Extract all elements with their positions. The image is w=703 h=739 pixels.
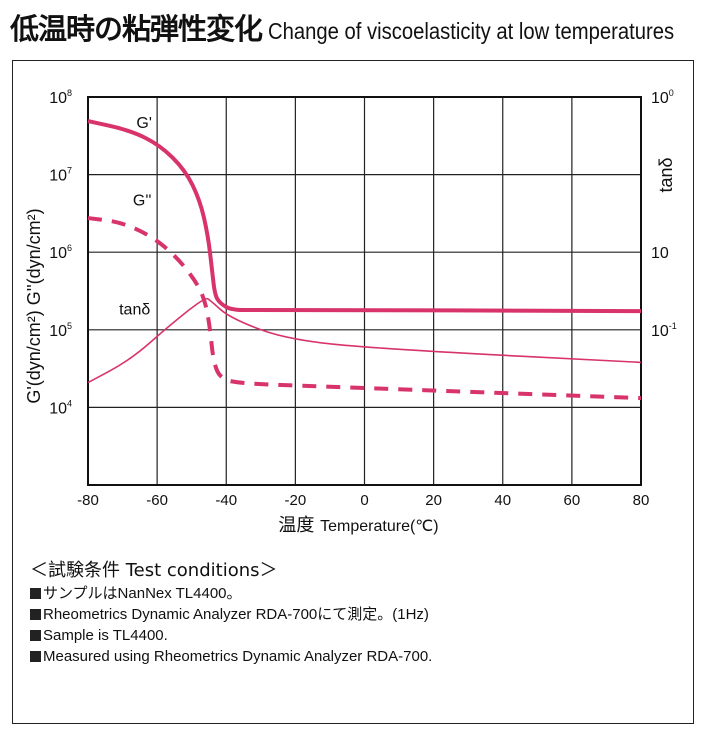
x-tick-label: -20 <box>285 492 307 509</box>
condition-text: Sample is TL4400. <box>43 627 168 644</box>
x-tick-label: 20 <box>425 492 442 509</box>
chart-frame <box>12 60 694 724</box>
plot-border <box>87 96 642 486</box>
x-tick-label: -40 <box>215 492 237 509</box>
y2-tick-label: 10-1 <box>651 321 677 340</box>
y-tick-label: 104 <box>49 398 72 417</box>
condition-text: サンプルはNanNex TL4400。 <box>43 585 242 602</box>
y2-axis-label: tanδ <box>656 157 676 192</box>
page-title: 低温時の粘弾性変化 Change of viscoelasticity at lo… <box>10 6 703 48</box>
y-tick-label: 107 <box>49 166 72 185</box>
y-axis-label: G'(dyn/cm²) G''(dyn/cm²) <box>24 208 44 403</box>
conditions-heading: ＜試験条件 Test conditions＞ <box>30 560 278 581</box>
y-tick-label: 106 <box>49 243 72 262</box>
condition-text: Measured using Rheometrics Dynamic Analy… <box>43 648 433 665</box>
bullet-square-icon <box>30 588 41 599</box>
condition-item: Rheometrics Dynamic Analyzer RDA-700にて測定… <box>30 604 432 625</box>
bullet-square-icon <box>30 651 41 662</box>
condition-text: Rheometrics Dynamic Analyzer RDA-700にて測定… <box>43 606 429 623</box>
x-tick-label: 0 <box>360 492 368 509</box>
x-tick-label: 40 <box>494 492 511 509</box>
title-en: Change of viscoelasticity at low tempera… <box>268 18 675 44</box>
series-line-tan-delta <box>87 297 642 384</box>
condition-item: サンプルはNanNex TL4400。 <box>30 583 432 604</box>
test-conditions: ＜試験条件 Test conditions＞ サンプルはNanNex TL440… <box>30 560 432 667</box>
series-label: G' <box>136 115 152 132</box>
x-tick-label: -60 <box>146 492 168 509</box>
x-tick-label: 80 <box>633 492 650 509</box>
x-tick-label: 60 <box>564 492 581 509</box>
y-tick-label: 108 <box>49 88 72 107</box>
condition-item: Measured using Rheometrics Dynamic Analy… <box>30 646 432 667</box>
y2-tick-label: 10 <box>651 245 669 262</box>
x-tick-label: -80 <box>77 492 99 509</box>
series-label: G'' <box>133 193 152 210</box>
title-jp: 低温時の粘弾性変化 <box>10 12 263 46</box>
series-line-g-double-prime <box>87 216 642 401</box>
y2-tick-label: 100 <box>651 88 674 107</box>
bullet-square-icon <box>30 630 41 641</box>
condition-item: Sample is TL4400. <box>30 625 432 646</box>
y-tick-label: 105 <box>49 321 72 340</box>
x-axis-label: 温度 Temperature(℃) <box>278 515 438 536</box>
series-label: tanδ <box>119 301 150 318</box>
series-line-g-prime <box>87 119 642 314</box>
bullet-square-icon <box>30 609 41 620</box>
